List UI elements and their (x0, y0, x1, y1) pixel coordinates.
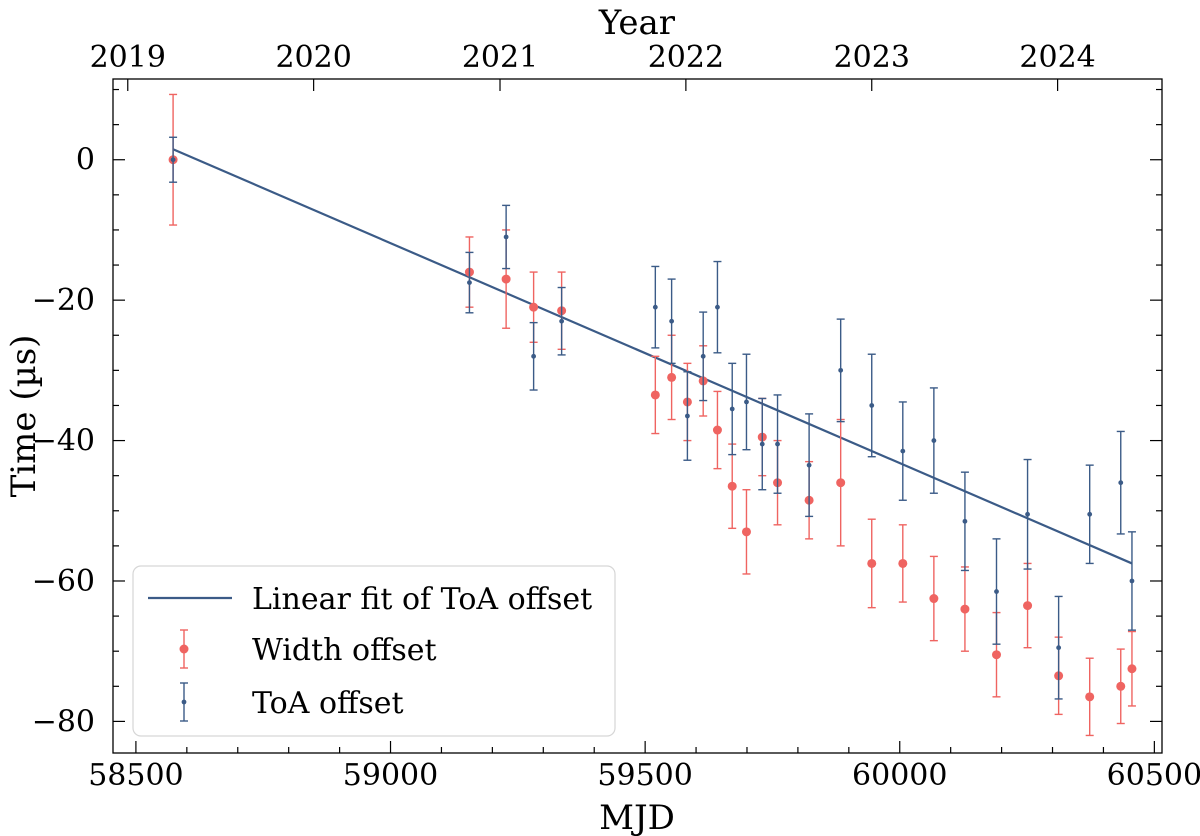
x-tick-label: 59500 (597, 758, 692, 793)
toa-point (806, 462, 812, 468)
top-tick-label: 2023 (834, 40, 910, 75)
top-tick-label: 2020 (275, 40, 351, 75)
x-tick-label: 59000 (343, 758, 438, 793)
toa-point (869, 403, 875, 408)
toa-point (1056, 645, 1062, 651)
toa-point (503, 234, 509, 240)
width-point (667, 372, 677, 382)
width-point (501, 274, 511, 284)
x-tick-label: 60500 (1107, 758, 1200, 793)
top-tick-label: 2021 (462, 40, 538, 75)
toa-point (1118, 480, 1124, 486)
toa-point (1087, 511, 1093, 517)
width-point (650, 390, 660, 400)
width-point (898, 558, 908, 568)
x-axis-label: MJD (599, 798, 675, 836)
toa-point (170, 157, 176, 163)
toa-point (775, 441, 780, 447)
legend-width-swatch-marker (179, 644, 189, 654)
width-point (727, 481, 737, 491)
top-tick-label: 2019 (90, 40, 166, 75)
width-point (741, 527, 751, 537)
width-point (712, 425, 722, 435)
toa-point (744, 399, 749, 405)
top-tick-label: 2022 (648, 40, 724, 75)
toa-point (669, 318, 675, 324)
toa-point (685, 413, 690, 419)
y-tick-label: 0 (76, 143, 95, 178)
toa-point (962, 518, 968, 524)
toa-point (729, 406, 735, 412)
width-point (836, 478, 846, 488)
width-point (1127, 664, 1137, 674)
toa-point (900, 448, 906, 454)
legend-fit-label: Linear fit of ToA offset (252, 582, 592, 617)
legend-toa-swatch-marker (181, 699, 187, 705)
toa-point (1129, 578, 1135, 584)
toa-point (467, 280, 472, 286)
top-tick-label: 2024 (1019, 40, 1095, 75)
legend: Linear fit of ToA offset Width offset To… (132, 565, 616, 737)
width-point (1116, 681, 1126, 691)
y-tick-label: −60 (32, 564, 95, 599)
width-point (529, 302, 539, 312)
toa-point (994, 589, 999, 594)
toa-point (715, 304, 720, 310)
toa-point (652, 304, 658, 310)
width-point (1085, 692, 1095, 702)
points-layer (168, 93, 1137, 737)
y-axis-label: Time (µs) (4, 335, 44, 498)
legend-width-label: Width offset (252, 633, 437, 668)
toa-point (559, 318, 565, 324)
y-tick-label: −20 (32, 283, 95, 318)
toa-point (838, 367, 844, 373)
toa-point (700, 353, 706, 359)
toa-point (931, 438, 937, 443)
toa-point (531, 353, 537, 359)
x-tick-label: 58500 (88, 758, 183, 793)
toa-point (1025, 511, 1030, 517)
top-axis-label: Year (598, 3, 676, 43)
width-point (929, 594, 939, 604)
toa-point (759, 441, 765, 447)
y-tick-label: −80 (32, 704, 95, 739)
legend-toa-label: ToA offset (252, 686, 404, 721)
width-point (960, 604, 970, 614)
ticks-layer: 58500 59000 59500 60000 60500 2019 2020 2021 202… (32, 40, 1200, 793)
x-tick-label: 60000 (852, 758, 947, 793)
width-point (1023, 601, 1033, 611)
y-tick-label: −40 (32, 424, 95, 459)
width-point (867, 558, 877, 568)
legend-box (132, 565, 616, 737)
width-point (992, 650, 1002, 660)
